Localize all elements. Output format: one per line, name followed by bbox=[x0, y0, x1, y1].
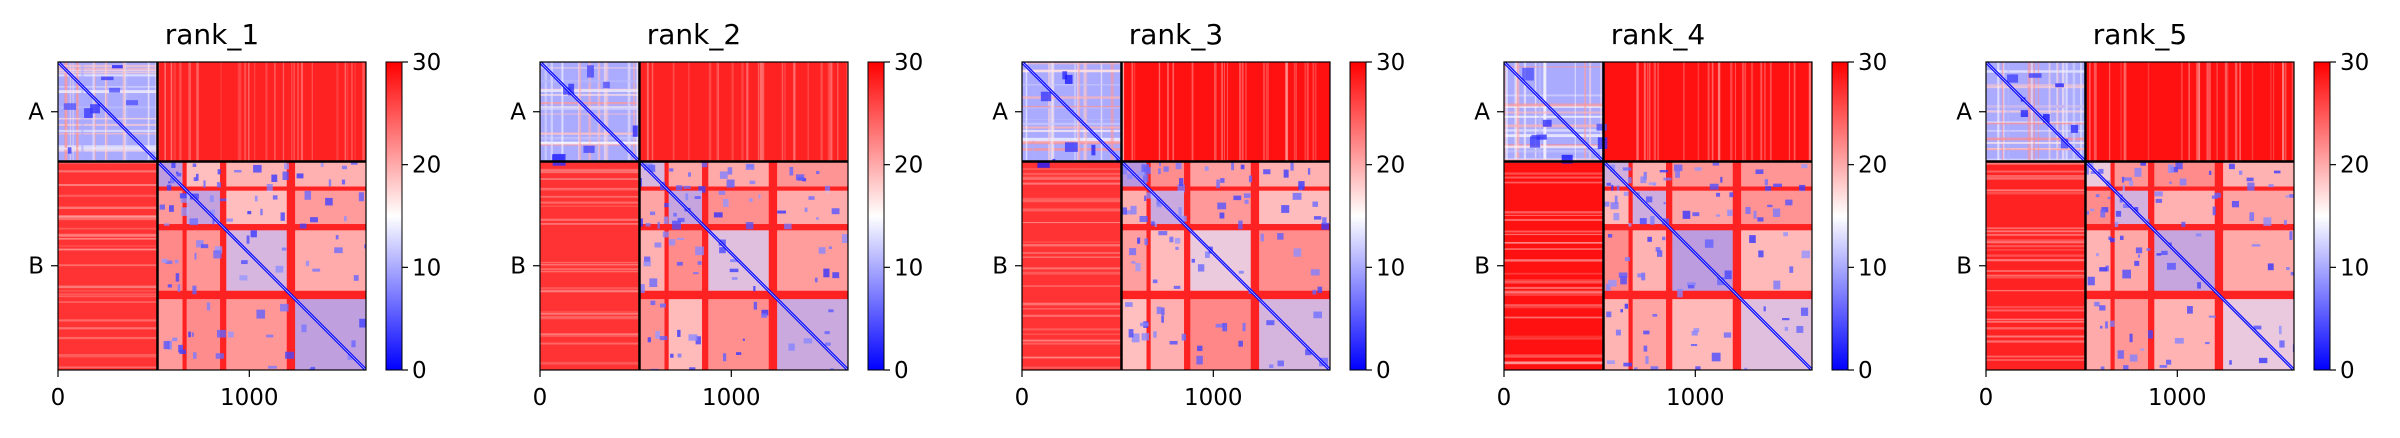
panel-title: rank_2 bbox=[647, 18, 741, 51]
colorbar-tick-label: 10 bbox=[894, 255, 923, 281]
block-B-A bbox=[1022, 161, 1122, 370]
colorbar-tick-label: 10 bbox=[1858, 255, 1887, 281]
x-tick-label: 0 bbox=[1497, 385, 1512, 411]
colorbar-tick-label: 30 bbox=[1858, 50, 1887, 76]
x-tick-label: 1000 bbox=[220, 385, 279, 411]
colorbar-tick-label: 0 bbox=[1858, 358, 1873, 384]
y-tick-label-chain-B: B bbox=[1474, 254, 1490, 280]
colorbar-tick-label: 30 bbox=[1376, 50, 1405, 76]
block-A-B bbox=[157, 62, 366, 162]
colorbar-tick-label: 20 bbox=[2340, 153, 2369, 179]
pae-heatmap bbox=[1504, 62, 1812, 370]
colorbar-tick-label: 30 bbox=[412, 50, 441, 76]
colorbar-tick-label: 0 bbox=[894, 358, 909, 384]
x-tick-label: 0 bbox=[533, 385, 548, 411]
panel-title: rank_1 bbox=[165, 18, 259, 51]
colorbar: 0 10 20 30 bbox=[2313, 50, 2369, 384]
block-A-B bbox=[1121, 62, 1330, 162]
colorbar-gradient bbox=[1349, 61, 1367, 371]
panel-title: rank_4 bbox=[1611, 18, 1705, 51]
panel-2: rank_2 0 1000 A B 0 10 20 30 bbox=[510, 18, 923, 411]
colorbar-tick-label: 30 bbox=[2340, 50, 2369, 76]
plot-frame bbox=[1503, 61, 1813, 371]
colorbar-tick-label: 20 bbox=[894, 153, 923, 179]
pae-heatmap bbox=[1022, 62, 1330, 370]
colorbar-tick-label: 20 bbox=[1376, 153, 1405, 179]
colorbar-tick-label: 10 bbox=[1376, 255, 1405, 281]
x-tick-label: 1000 bbox=[702, 385, 761, 411]
colorbar-tick-label: 20 bbox=[412, 153, 441, 179]
y-tick-label-chain-B: B bbox=[28, 254, 44, 280]
colorbar-tick-label: 10 bbox=[2340, 255, 2369, 281]
x-tick-label: 0 bbox=[1979, 385, 1994, 411]
y-tick-label-chain-A: A bbox=[510, 100, 526, 126]
block-B-A bbox=[1986, 161, 2086, 370]
colorbar-tick-label: 10 bbox=[412, 255, 441, 281]
y-tick-label-chain-A: A bbox=[28, 100, 44, 126]
colorbar-tick-label: 0 bbox=[412, 358, 427, 384]
block-B-A bbox=[1504, 161, 1604, 370]
plot-frame bbox=[1985, 61, 2295, 371]
panel-4: rank_4 0 1000 A B 0 10 20 30 bbox=[1474, 18, 1887, 411]
colorbar: 0 10 20 30 bbox=[867, 50, 923, 384]
y-tick-label-chain-B: B bbox=[992, 254, 1008, 280]
colorbar-gradient bbox=[1831, 61, 1849, 371]
panel-1: rank_1 0 1000 A B 0 10 20 30 bbox=[28, 18, 441, 411]
colorbar: 0 10 20 30 bbox=[385, 50, 441, 384]
colorbar-tick-label: 0 bbox=[2340, 358, 2355, 384]
y-tick-label-chain-B: B bbox=[510, 254, 526, 280]
y-tick-label-chain-A: A bbox=[1956, 100, 1972, 126]
plot-frame bbox=[57, 61, 367, 371]
pae-heatmap bbox=[1986, 62, 2294, 370]
panel-5: rank_5 0 1000 A B 0 10 20 30 bbox=[1956, 18, 2369, 411]
colorbar-tick-label: 30 bbox=[894, 50, 923, 76]
colorbar-gradient bbox=[2313, 61, 2331, 371]
x-tick-label: 1000 bbox=[1184, 385, 1243, 411]
x-tick-label: 0 bbox=[1015, 385, 1030, 411]
colorbar-gradient bbox=[867, 61, 885, 371]
plot-frame bbox=[539, 61, 849, 371]
colorbar-gradient bbox=[385, 61, 403, 371]
pae-heatmap bbox=[58, 62, 366, 370]
y-tick-label-chain-A: A bbox=[992, 100, 1008, 126]
colorbar: 0 10 20 30 bbox=[1349, 50, 1405, 384]
plot-frame bbox=[1021, 61, 1331, 371]
x-tick-label: 1000 bbox=[1666, 385, 1725, 411]
colorbar: 0 10 20 30 bbox=[1831, 50, 1887, 384]
panel-title: rank_5 bbox=[2093, 18, 2187, 51]
colorbar-tick-label: 0 bbox=[1376, 358, 1391, 384]
block-A-B bbox=[639, 62, 848, 162]
x-tick-label: 0 bbox=[51, 385, 66, 411]
colorbar-tick-label: 20 bbox=[1858, 153, 1887, 179]
x-tick-label: 1000 bbox=[2148, 385, 2207, 411]
y-tick-label-chain-B: B bbox=[1956, 254, 1972, 280]
y-tick-label-chain-A: A bbox=[1474, 100, 1490, 126]
pae-heatmap bbox=[540, 62, 848, 370]
panel-title: rank_3 bbox=[1129, 18, 1223, 51]
panel-3: rank_3 0 1000 A B 0 10 20 30 bbox=[992, 18, 1405, 411]
